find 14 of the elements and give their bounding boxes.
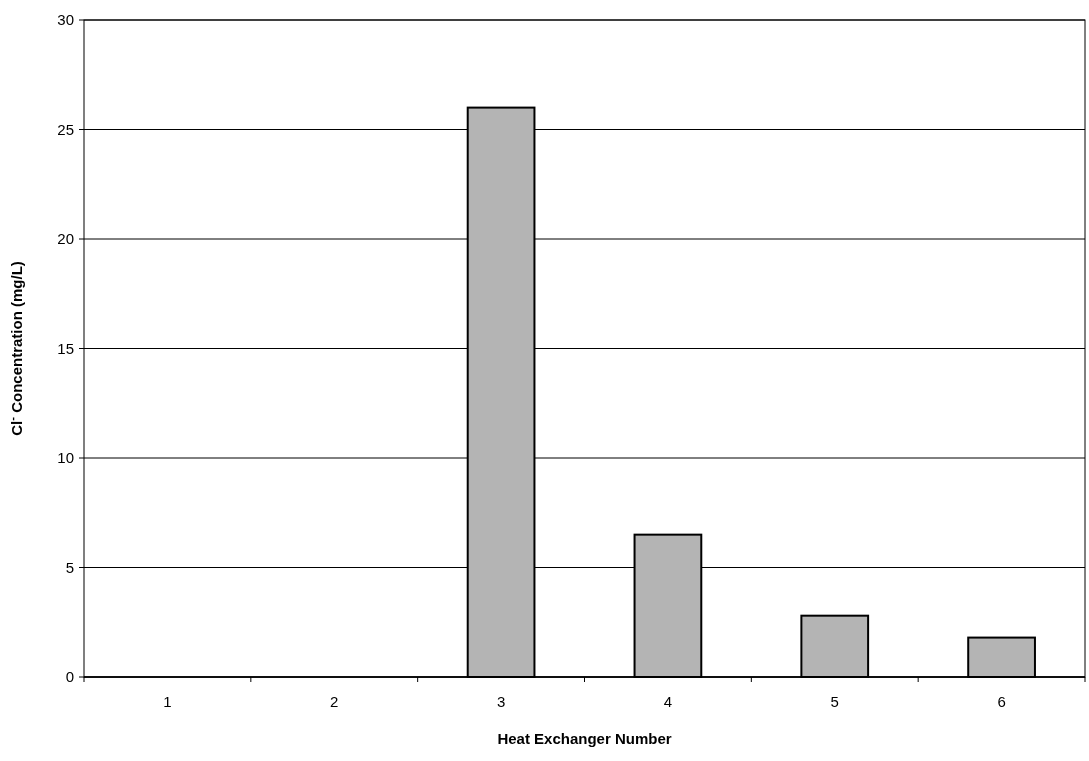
y-tick-label: 15	[57, 339, 74, 357]
y-tick-label: 25	[57, 120, 74, 138]
x-tick-label: 2	[330, 693, 339, 710]
x-tick-label: 4	[663, 693, 673, 710]
x-tick-label: 6	[997, 693, 1006, 710]
x-tick-label: 1	[163, 693, 172, 710]
y-tick-label: 10	[57, 449, 74, 467]
x-axis-title: Heat Exchanger Number	[497, 730, 672, 747]
y-tick-label: 0	[65, 668, 74, 686]
y-tick-label: 30	[57, 11, 74, 29]
y-tick-label: 5	[65, 558, 74, 576]
x-tick-label: 5	[830, 693, 839, 710]
y-tick-label: 20	[57, 230, 74, 248]
x-tick-label: 3	[496, 693, 506, 710]
